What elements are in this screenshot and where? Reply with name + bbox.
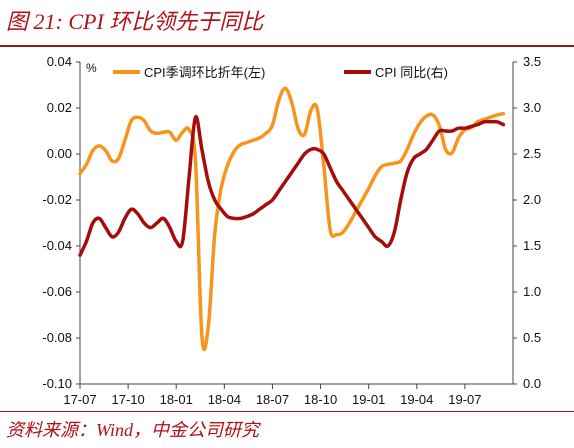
left-axis-unit: %: [86, 61, 97, 75]
left-tick-label: 0.02: [47, 100, 72, 115]
x-tick-label: 19-01: [352, 392, 385, 407]
left-tick-label: -0.10: [42, 376, 72, 391]
series-line-cpi-yoy: [78, 115, 506, 257]
left-tick-label: -0.02: [42, 192, 72, 207]
right-tick-label: 3.5: [523, 54, 541, 69]
right-tick-label: 2.0: [523, 192, 541, 207]
legend: CPI季调环比折年(左) CPI 同比(右): [113, 65, 448, 80]
right-tick-label: 1.0: [523, 284, 541, 299]
x-tick-label: 19-07: [448, 392, 481, 407]
x-tick-label: 17-07: [63, 392, 96, 407]
left-tick-label: -0.06: [42, 284, 72, 299]
right-tick-label: 2.5: [523, 146, 541, 161]
left-tick-label: -0.04: [42, 238, 72, 253]
series-line-cpi-mom: [78, 86, 506, 352]
page-title: 图 21: CPI 环比领先于同比: [6, 9, 264, 34]
right-tick-label: 0.5: [523, 330, 541, 345]
title-divider: [0, 45, 574, 47]
x-tick-label: 19-04: [400, 392, 433, 407]
right-tick-label: 3.0: [523, 100, 541, 115]
source-note: 资料来源：Wind，中金公司研究: [6, 420, 260, 440]
x-tick-label: 18-10: [304, 392, 337, 407]
legend-label-cpi-yoy: CPI 同比(右): [375, 65, 448, 80]
x-tick-label: 18-07: [256, 392, 289, 407]
left-tick-label: 0.04: [47, 54, 72, 69]
left-axis-ticks: 0.04 0.02 0.00 -0.02 -0.04 -0.06 -0.08 -0.10: [42, 54, 80, 391]
legend-label-cpi-mom: CPI季调环比折年(左): [144, 65, 265, 80]
x-tick-label: 17-10: [111, 392, 144, 407]
right-tick-label: 1.5: [523, 238, 541, 253]
left-tick-label: 0.00: [47, 146, 72, 161]
series-layer: [78, 86, 506, 352]
x-tick-label: 18-04: [208, 392, 241, 407]
cpi-chart: 0.04 0.02 0.00 -0.02 -0.04 -0.06 -0.08 -0.10 3.…: [42, 54, 541, 407]
right-tick-label: 0.0: [523, 376, 541, 391]
right-axis-ticks: 3.5 3.0 2.5 2.0 1.5 1.0 0.5 0.0: [513, 54, 541, 391]
footer-divider: [0, 411, 574, 412]
left-tick-label: -0.08: [42, 330, 72, 345]
x-tick-label: 18-01: [160, 392, 193, 407]
x-axis-ticks: 17-07 17-10 18-01 18-04 18-07 18-10 19-01 19-04…: [63, 384, 482, 407]
